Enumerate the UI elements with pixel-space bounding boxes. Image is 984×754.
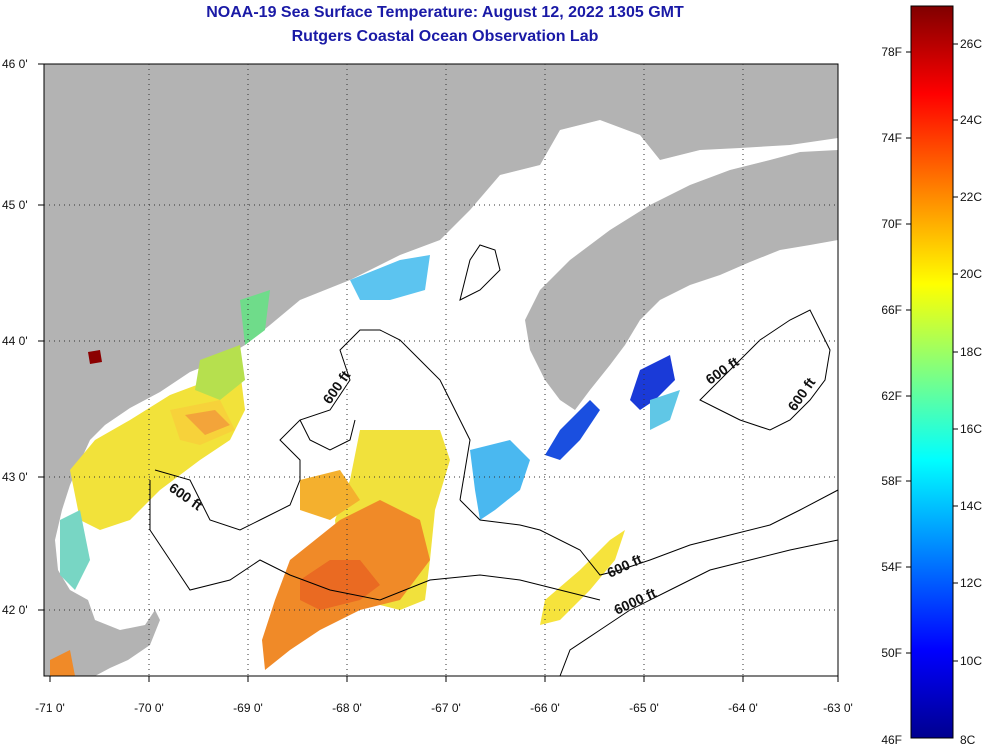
graticule bbox=[44, 64, 838, 676]
colorbar-c-label: 12C bbox=[960, 576, 982, 590]
colorbar-c-label: 16C bbox=[960, 422, 982, 436]
colorbar-f-label: 62F bbox=[881, 389, 902, 403]
colorbar-f-label: 46F bbox=[881, 733, 902, 747]
colorbar-f-label: 74F bbox=[881, 131, 902, 145]
colorbar-f-label: 50F bbox=[881, 646, 902, 660]
colorbar-f-label: 78F bbox=[881, 45, 902, 59]
lat-label: 42 0' bbox=[2, 603, 28, 617]
lon-label: -66 0' bbox=[530, 701, 560, 715]
colorbar-c-label: 22C bbox=[960, 190, 982, 204]
land-nova-scotia bbox=[525, 150, 838, 410]
lon-label: -63 0' bbox=[823, 701, 853, 715]
colorbar-f-label: 66F bbox=[881, 303, 902, 317]
land-new-brunswick bbox=[560, 64, 838, 160]
lon-label: -71 0' bbox=[35, 701, 65, 715]
lon-label: -70 0' bbox=[134, 701, 164, 715]
lon-label: -67 0' bbox=[431, 701, 461, 715]
colorbar-f-label: 70F bbox=[881, 217, 902, 231]
depth-contours bbox=[149, 244, 838, 676]
colorbar-c-label: 26C bbox=[960, 37, 982, 51]
lat-label: 43 0' bbox=[2, 470, 28, 484]
colorbar-c-label: 10C bbox=[960, 654, 982, 668]
colorbar-c-label: 20C bbox=[960, 267, 982, 281]
colorbar-c-label: 14C bbox=[960, 499, 982, 513]
map-subtitle: Rutgers Coastal Ocean Observation Lab bbox=[291, 28, 599, 45]
map-frame bbox=[43, 63, 839, 677]
lon-label: -68 0' bbox=[332, 701, 362, 715]
colorbar-f-label: 58F bbox=[881, 474, 902, 488]
lon-label: -65 0' bbox=[629, 701, 659, 715]
lon-label: -69 0' bbox=[233, 701, 263, 715]
tick-marks bbox=[38, 63, 839, 682]
colorbar-f-label: 54F bbox=[881, 560, 902, 574]
map-title: NOAA-19 Sea Surface Temperature: August … bbox=[206, 4, 684, 21]
colorbar bbox=[910, 5, 954, 739]
colorbar-c-label: 18C bbox=[960, 345, 982, 359]
colorbar-c-label: 24C bbox=[960, 113, 982, 127]
land-new-england bbox=[44, 64, 838, 676]
colorbar-ticks bbox=[906, 43, 958, 662]
lon-label: -64 0' bbox=[728, 701, 758, 715]
sst-data bbox=[50, 255, 680, 676]
lat-label: 45 0' bbox=[2, 198, 28, 212]
lat-label: 44 0' bbox=[2, 334, 28, 348]
lat-label: 46 0' bbox=[2, 57, 28, 71]
colorbar-c-label: 8C bbox=[960, 733, 976, 747]
